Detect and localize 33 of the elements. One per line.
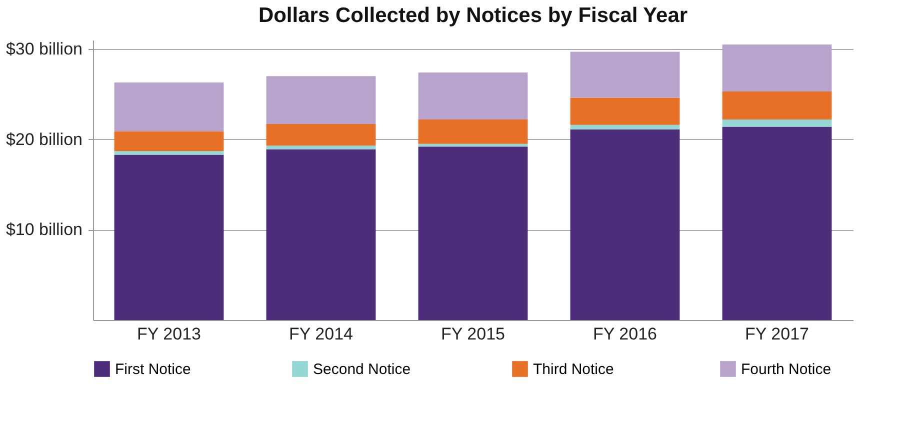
bar <box>722 44 832 92</box>
x-tick-label: FY 2013 <box>137 324 201 344</box>
legend-label: Fourth Notice <box>741 361 832 378</box>
x-tick-label: FY 2017 <box>745 324 809 344</box>
bar <box>266 146 376 150</box>
legend-label: Second Notice <box>313 361 411 378</box>
bar <box>418 72 528 120</box>
y-tick-label: $10 billion <box>6 220 82 240</box>
bar <box>418 119 528 144</box>
bar <box>722 91 832 120</box>
x-tick-label: FY 2015 <box>441 324 505 344</box>
bar <box>114 82 224 132</box>
chart-title: Dollars Collected by Notices by Fiscal Year <box>258 4 688 27</box>
bar <box>266 76 376 124</box>
bar <box>722 126 832 320</box>
bar <box>570 129 680 320</box>
bar <box>114 131 224 152</box>
bar <box>418 146 528 320</box>
bar <box>570 124 680 130</box>
bar <box>722 119 832 127</box>
bar <box>570 98 680 125</box>
y-tick-label: $30 billion <box>6 40 82 59</box>
y-tick-label: $20 billion <box>6 130 82 149</box>
bar <box>114 154 224 320</box>
x-tick-label: FY 2014 <box>289 324 353 344</box>
bar <box>570 52 680 98</box>
legend-label: Third Notice <box>533 361 614 378</box>
legend-label: First Notice <box>115 361 191 378</box>
bar <box>418 144 528 147</box>
x-tick-label: FY 2016 <box>593 324 657 344</box>
bar <box>114 151 224 155</box>
bar <box>266 149 376 320</box>
bar <box>266 124 376 146</box>
